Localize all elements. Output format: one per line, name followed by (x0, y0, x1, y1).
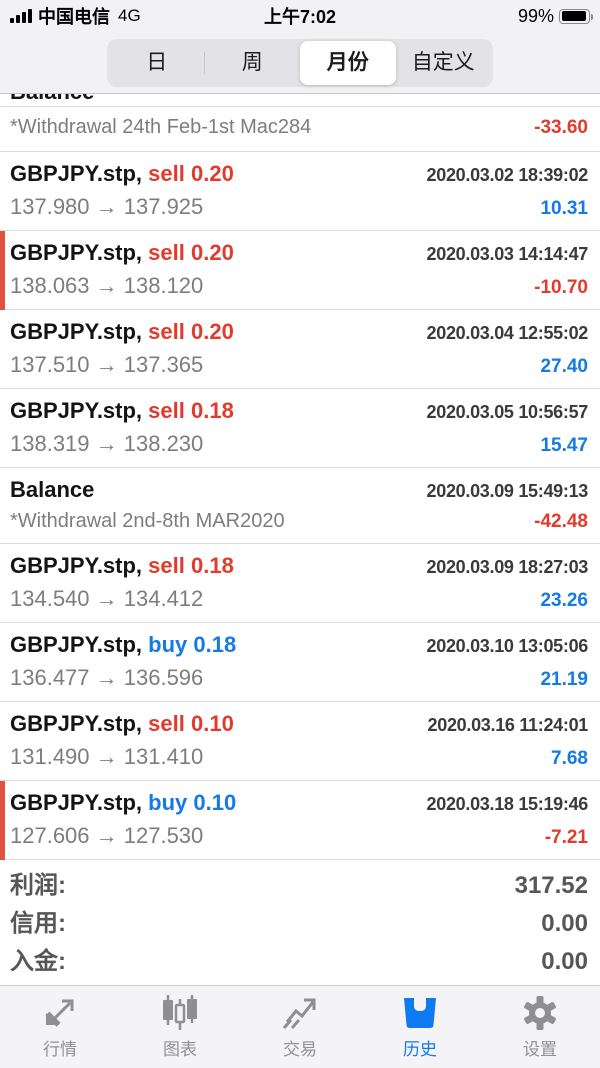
trade-profit: 23.26 (540, 590, 588, 611)
trade-symbol: GBPJPY.stp, (10, 632, 143, 657)
deposit-label: 入金: (10, 948, 66, 975)
loss-marker (0, 231, 5, 310)
battery-percent: 99% (517, 5, 554, 26)
trade-profit: 10.31 (540, 198, 588, 219)
trade-datetime: 2020.03.03 14:14:47 (426, 244, 589, 264)
withdrawal-amount: -33.60 (534, 117, 588, 138)
quotes-arrows-icon (39, 994, 81, 1032)
trade-profit: 7.68 (551, 748, 588, 769)
segment-week[interactable]: 周 (241, 50, 263, 74)
trade-symbol: GBPJPY.stp, (10, 319, 143, 344)
trade-datetime: 2020.03.18 15:19:46 (426, 794, 589, 814)
trade-row[interactable]: GBPJPY.stp, sell 0.18 2020.03.09 18:27:0… (0, 544, 600, 623)
trade-prices: 136.477 → 136.596 (10, 665, 204, 690)
trade-row[interactable]: GBPJPY.stp, buy 0.18 2020.03.10 13:05:06… (0, 623, 600, 702)
balance-row-clipped[interactable]: Balance (0, 94, 600, 107)
history-list: Balance *Withdrawal 24th Feb-1st Mac284 … (0, 94, 600, 860)
trade-profit: 21.19 (540, 669, 588, 690)
trade-row[interactable]: GBPJPY.stp, buy 0.10 2020.03.18 15:19:46… (0, 781, 600, 860)
trade-row[interactable]: GBPJPY.stp, sell 0.18 2020.03.05 10:56:5… (0, 389, 600, 468)
tab-settings[interactable]: 设置 (480, 986, 600, 1068)
withdrawal-note: *Withdrawal 24th Feb-1st Mac284 (10, 116, 312, 138)
trade-side: sell 0.18 (148, 553, 234, 578)
trade-datetime: 2020.03.05 10:56:57 (426, 402, 589, 422)
trade-profit: 27.40 (540, 356, 588, 377)
balance-title: Balance (10, 477, 95, 502)
trade-symbol: GBPJPY.stp, (10, 398, 143, 423)
tab-charts[interactable]: 图表 (120, 986, 240, 1068)
tab-history[interactable]: 历史 (360, 986, 480, 1068)
trade-row[interactable]: GBPJPY.stp, sell 0.20 2020.03.02 18:39:0… (0, 152, 600, 231)
balance-title: Balance (10, 94, 588, 105)
tab-label: 图表 (163, 1040, 197, 1059)
segment-month[interactable]: 月份 (300, 40, 396, 85)
deposit-value: 0.00 (541, 948, 588, 975)
profit-label: 利润: (10, 872, 66, 899)
battery-icon (559, 8, 593, 24)
gear-icon (519, 994, 561, 1032)
trade-side: buy 0.18 (148, 632, 237, 657)
trade-side: sell 0.20 (148, 319, 234, 344)
trade-arrow-icon (279, 994, 321, 1032)
segment-day[interactable]: 日 (109, 41, 205, 85)
tab-label: 历史 (403, 1040, 437, 1059)
clock: 上午7:02 (263, 7, 337, 27)
trade-row[interactable]: GBPJPY.stp, sell 0.20 2020.03.03 14:14:4… (0, 231, 600, 310)
trade-symbol: GBPJPY.stp, (10, 553, 143, 578)
balance-datetime: 2020.03.09 15:49:13 (426, 481, 589, 501)
tab-quotes[interactable]: 行情 (0, 986, 120, 1068)
period-filter-bar: 日 周 月份 自定义 (0, 32, 600, 94)
history-tray-icon (399, 994, 441, 1032)
tab-label: 设置 (523, 1040, 557, 1059)
trade-datetime: 2020.03.10 13:05:06 (426, 636, 589, 656)
period-segmented-control: 日 周 月份 自定义 (107, 38, 493, 87)
trade-prices: 137.510 → 137.365 (10, 352, 204, 377)
header: 中国电信 4G 上午7:02 99% 日 周 月份 自定义 (0, 0, 600, 94)
trade-prices: 127.606 → 127.530 (10, 823, 204, 848)
credit-label: 信用: (10, 910, 66, 937)
trade-symbol: GBPJPY.stp, (10, 240, 143, 265)
balance-row[interactable]: *Withdrawal 24th Feb-1st Mac284 -33.60 (0, 107, 600, 152)
trade-profit: -7.21 (544, 827, 588, 848)
trade-symbol: GBPJPY.stp, (10, 790, 143, 815)
bottom-tab-bar: 行情 图表 (0, 985, 600, 1068)
trade-datetime: 2020.03.04 12:55:02 (426, 323, 589, 343)
trade-prices: 138.319 → 138.230 (10, 431, 204, 456)
trade-row[interactable]: GBPJPY.stp, sell 0.10 2020.03.16 11:24:0… (0, 702, 600, 781)
credit-value: 0.00 (541, 910, 588, 937)
withdrawal-note: *Withdrawal 2nd-8th MAR2020 (10, 510, 285, 532)
trade-symbol: GBPJPY.stp, (10, 161, 143, 186)
trade-side: sell 0.10 (148, 711, 234, 736)
tab-label: 行情 (43, 1040, 77, 1059)
trade-prices: 131.490 → 131.410 (10, 744, 204, 769)
trade-side: sell 0.20 (148, 161, 234, 186)
segment-custom[interactable]: 自定义 (411, 50, 475, 74)
loss-marker (0, 781, 5, 860)
status-bar: 中国电信 4G 上午7:02 99% (0, 0, 600, 32)
trade-prices: 134.540 → 134.412 (10, 586, 204, 611)
carrier-label: 中国电信 (38, 7, 110, 27)
profit-value: 317.52 (514, 872, 588, 899)
trade-datetime: 2020.03.02 18:39:02 (426, 165, 589, 185)
signal-strength-icon (10, 9, 32, 23)
trade-profit: 15.47 (540, 435, 588, 456)
trade-datetime: 2020.03.16 11:24:01 (427, 715, 589, 735)
network-type-label: 4G (118, 6, 141, 25)
tab-label: 交易 (283, 1040, 317, 1059)
trade-side: sell 0.18 (148, 398, 234, 423)
tab-trade[interactable]: 交易 (240, 986, 360, 1068)
trade-datetime: 2020.03.09 18:27:03 (426, 557, 589, 577)
trade-symbol: GBPJPY.stp, (10, 711, 143, 736)
trade-profit: -10.70 (534, 277, 588, 298)
balance-row[interactable]: Balance 2020.03.09 15:49:13 *Withdrawal … (0, 468, 600, 544)
trade-prices: 137.980 → 137.925 (10, 194, 204, 219)
trade-row[interactable]: GBPJPY.stp, sell 0.20 2020.03.04 12:55:0… (0, 310, 600, 389)
trade-side: sell 0.20 (148, 240, 234, 265)
trade-side: buy 0.10 (148, 790, 237, 815)
trade-prices: 138.063 → 138.120 (10, 273, 204, 298)
withdrawal-amount: -42.48 (534, 511, 588, 532)
candlestick-icon (159, 994, 201, 1032)
